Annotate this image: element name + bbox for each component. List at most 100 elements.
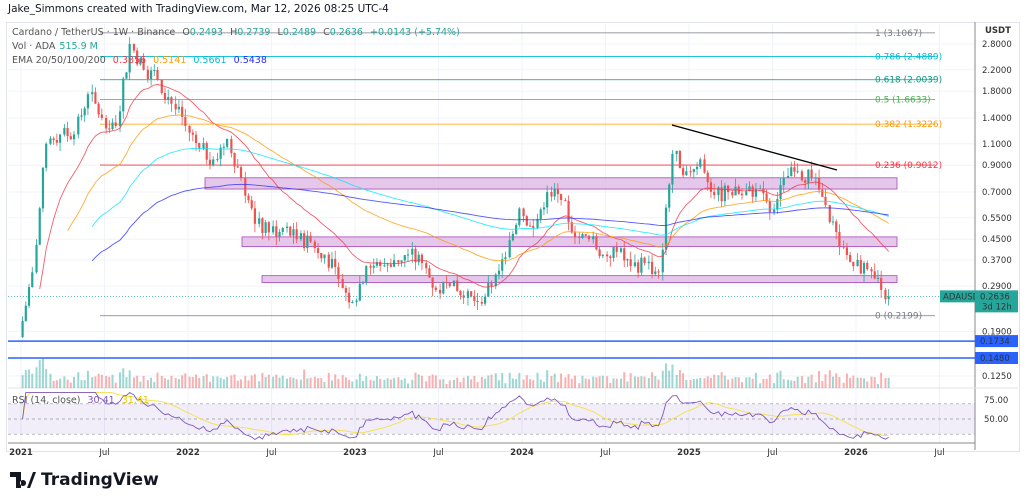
candle bbox=[870, 269, 873, 272]
volume-bar bbox=[821, 381, 824, 388]
volume-bar bbox=[355, 379, 358, 388]
volume-bar bbox=[581, 375, 584, 388]
support-resistance-zone[interactable] bbox=[261, 275, 898, 283]
volume-bar bbox=[765, 378, 768, 388]
ema-label[interactable]: EMA 20/50/100/200 bbox=[12, 55, 106, 66]
candle bbox=[111, 122, 114, 130]
candle bbox=[598, 249, 601, 257]
support-resistance-zone[interactable] bbox=[241, 236, 898, 248]
volume-bar bbox=[150, 377, 153, 388]
volume-bar bbox=[170, 375, 173, 388]
candle bbox=[80, 115, 83, 117]
volume-value: 515.9 M bbox=[59, 41, 98, 52]
support-resistance-zone[interactable] bbox=[204, 177, 898, 190]
candle bbox=[431, 277, 434, 288]
volume-bar bbox=[31, 373, 34, 388]
rsi-ma-line bbox=[22, 391, 889, 437]
volume-bar bbox=[453, 379, 456, 388]
candle bbox=[108, 128, 111, 130]
volume-bar bbox=[661, 370, 664, 388]
candle bbox=[327, 254, 330, 268]
price-axis-tick: 0.1250 bbox=[982, 372, 1012, 382]
candle bbox=[348, 292, 351, 303]
volume-bar bbox=[406, 383, 409, 388]
candle bbox=[518, 208, 521, 225]
volume-bar bbox=[351, 381, 354, 388]
volume-bar bbox=[720, 372, 723, 388]
volume-bar bbox=[671, 364, 674, 388]
fib-level-label: 0 (0.2199) bbox=[875, 312, 922, 322]
candle bbox=[731, 192, 734, 196]
price-chart[interactable]: 1 (3.1067) 0.786 (2.4889) 0.618 (2.0039) 0.… bbox=[0, 0, 1024, 470]
candle bbox=[91, 92, 94, 95]
candle bbox=[428, 268, 431, 278]
volume-bar bbox=[828, 370, 831, 388]
horizontal-line-price: 0.1480 bbox=[980, 354, 1010, 364]
candle bbox=[601, 254, 604, 257]
volume-bar bbox=[184, 373, 187, 388]
volume-bar bbox=[629, 373, 632, 388]
volume-bar bbox=[397, 377, 400, 388]
volume-bar bbox=[859, 377, 862, 388]
rsi-axis-tick: 50.00 bbox=[984, 415, 1008, 425]
volume-bar bbox=[97, 373, 100, 388]
candle bbox=[139, 58, 142, 65]
volume-bar bbox=[386, 378, 389, 388]
candle bbox=[309, 235, 312, 242]
high-value: 0.2739 bbox=[237, 27, 271, 38]
volume-bar bbox=[845, 373, 848, 388]
volume-bar bbox=[400, 379, 403, 388]
ema100-line bbox=[91, 147, 889, 236]
candle bbox=[564, 199, 567, 201]
volume-bar bbox=[174, 378, 177, 388]
volume-bar bbox=[501, 372, 504, 388]
candle bbox=[94, 92, 97, 104]
volume-label[interactable]: Vol · ADA bbox=[12, 41, 56, 52]
candle bbox=[136, 50, 139, 65]
candle bbox=[114, 122, 117, 126]
volume-bar bbox=[682, 373, 685, 388]
currency-label[interactable]: USDT bbox=[985, 26, 1011, 36]
symbol-name[interactable]: Cardano / TetherUS · 1W · Binance bbox=[12, 27, 176, 38]
volume-bar bbox=[508, 372, 511, 388]
volume-bar bbox=[685, 380, 688, 388]
candle bbox=[41, 167, 45, 209]
price-axis-tick: 0.9000 bbox=[982, 161, 1012, 171]
candle bbox=[807, 169, 810, 183]
time-axis-tick: 2025 bbox=[677, 448, 701, 458]
candle bbox=[86, 94, 90, 109]
candle bbox=[236, 166, 239, 168]
candle bbox=[626, 259, 629, 261]
candle bbox=[629, 259, 632, 267]
horizontal-line-price-tag bbox=[975, 352, 1018, 365]
candle bbox=[337, 267, 340, 280]
ema100-value: 0.5661 bbox=[193, 55, 227, 66]
candle bbox=[239, 167, 243, 178]
candle bbox=[306, 235, 309, 249]
candle bbox=[578, 236, 581, 238]
volume-bar bbox=[72, 376, 75, 388]
volume-bar bbox=[754, 372, 757, 388]
candle bbox=[709, 182, 713, 192]
candle bbox=[389, 264, 392, 267]
candle bbox=[828, 205, 831, 223]
rsi-label[interactable]: RSI (14, close) bbox=[12, 395, 81, 406]
candle bbox=[330, 258, 334, 268]
volume-bar bbox=[28, 369, 31, 388]
volume-bar bbox=[230, 375, 233, 388]
candle bbox=[553, 189, 556, 197]
volume-bar bbox=[522, 379, 525, 388]
candle bbox=[267, 222, 270, 233]
volume-bar bbox=[807, 376, 810, 388]
candle bbox=[466, 291, 470, 298]
volume-bar bbox=[814, 382, 817, 388]
volume-bar bbox=[139, 381, 142, 388]
volume-bar bbox=[696, 378, 699, 388]
trendline[interactable] bbox=[671, 124, 838, 171]
candle bbox=[397, 260, 400, 263]
tradingview-logo[interactable]: TradingView bbox=[10, 470, 159, 490]
volume-bar bbox=[480, 376, 483, 388]
rsi-axis-tick: 75.00 bbox=[984, 396, 1008, 406]
candle bbox=[859, 259, 862, 274]
volume-bar bbox=[849, 377, 852, 388]
